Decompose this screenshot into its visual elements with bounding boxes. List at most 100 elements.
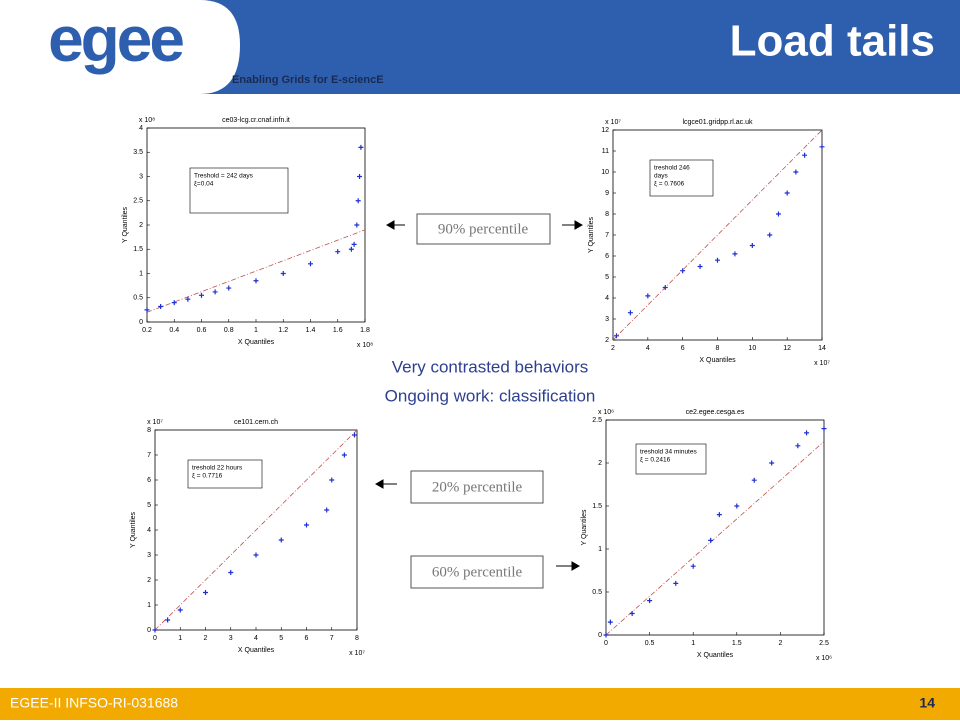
data-point (335, 249, 341, 255)
label-box (416, 213, 551, 245)
label: 20% percentile (432, 479, 523, 495)
data-point (645, 293, 651, 299)
y-tick-label: 1 (139, 270, 143, 277)
y-tick-label: 2 (605, 337, 609, 344)
y-tick-label: 2.5 (592, 417, 602, 424)
x-tick-label: 1.6 (333, 327, 343, 334)
plot-area (612, 129, 823, 341)
x-tick-label: 0 (153, 635, 157, 642)
data-point (253, 278, 259, 284)
footer-text: EGEE-II INFSO-RI-031688 (10, 695, 178, 711)
y-tick-label: 12 (601, 127, 609, 134)
data-point (329, 477, 335, 483)
annotation-box (635, 443, 707, 475)
data-point (152, 627, 158, 633)
x-tick-label: 12 (783, 345, 791, 352)
y-tick-label: 3 (605, 316, 609, 323)
y-tick-label: 2.5 (133, 198, 143, 205)
x-tick-label: 1.2 (278, 327, 288, 334)
data-point (662, 285, 668, 290)
data-point (226, 285, 232, 291)
chart-title: ce2.egee.cesga.es (686, 409, 745, 416)
data-point (819, 144, 825, 150)
x-scale: x 10⁷ (814, 360, 830, 367)
data-point (351, 432, 357, 438)
y-tick-label: 2 (598, 460, 602, 467)
arrow (374, 479, 397, 489)
label-box (410, 470, 544, 504)
data-point (784, 190, 790, 196)
y-tick-label: 5 (147, 502, 151, 509)
y-tick-label: 8 (605, 211, 609, 218)
data-point (278, 537, 284, 543)
annotation: Treshold = 242 days (194, 173, 254, 180)
data-point (354, 222, 360, 228)
x-tick-label: 8 (355, 635, 359, 642)
data-point (767, 232, 773, 238)
x-tick-label: 1 (254, 327, 258, 334)
x-tick-label: 14 (818, 345, 826, 352)
y-tick-label: 9 (605, 190, 609, 197)
y-tick-label: 0.5 (133, 295, 143, 302)
slide-title: Load tails (730, 17, 935, 66)
chart: ce03-lcg.cr.cnaf.infn.it X Quantiles Y Qua… (122, 117, 373, 349)
y-scale: x 10⁸ (139, 117, 155, 124)
data-point (357, 174, 363, 179)
data-point (304, 522, 309, 528)
x-tick-label: 8 (716, 345, 720, 352)
x-tick-label: 1 (178, 635, 182, 642)
x-tick-label: 2 (204, 635, 208, 642)
annotation: ξ = 0.7716 (192, 473, 223, 480)
subtitle: Enabling Grids for E-sciencE (232, 74, 384, 86)
data-point (751, 477, 757, 483)
x-tick-label: 3 (229, 635, 233, 642)
data-point (627, 310, 633, 316)
data-point (212, 289, 218, 295)
y-tick-label: 7 (605, 232, 609, 239)
reference-line (146, 229, 366, 313)
x-scale: x 10⁶ (816, 655, 832, 662)
y-tick-label: 0 (139, 319, 143, 326)
data-point (185, 296, 191, 302)
y-tick-label: 8 (147, 427, 151, 434)
data-point (253, 552, 259, 558)
y-scale: x 10⁶ (598, 409, 614, 416)
annotation-box (649, 159, 714, 197)
percentile-callouts: 90% percentile 20% percentile 60% percen… (374, 213, 584, 589)
data-point (341, 452, 347, 458)
y-tick-label: 0 (147, 627, 151, 634)
logo-area (0, 0, 240, 94)
data-point (804, 430, 810, 436)
chart-title: lcgce01.gridpp.rl.ac.uk (682, 119, 753, 126)
data-point (708, 537, 714, 543)
data-point (158, 303, 164, 309)
plot-area (146, 127, 366, 323)
x-tick-label: 5 (279, 635, 283, 642)
x-tick-label: 4 (254, 635, 258, 642)
y-tick-label: 7 (147, 452, 151, 459)
arrow (385, 220, 405, 230)
x-tick-label: 0.5 (645, 640, 655, 647)
y-scale: x 10⁷ (605, 119, 621, 126)
annotation: ξ = 0.2416 (640, 457, 671, 464)
y-tick-label: 2 (139, 222, 143, 229)
data-point (603, 632, 609, 638)
x-tick-label: 2 (778, 640, 782, 647)
data-point (613, 333, 619, 339)
y-tick-label: 4 (605, 295, 609, 302)
chart-title: ce101.cern.ch (234, 419, 278, 426)
chart: ce2.egee.cesga.es X Quantiles Y Quantiles x… (581, 409, 832, 662)
data-point (351, 241, 357, 247)
y-tick-label: 3 (139, 173, 143, 180)
data-point (177, 607, 183, 613)
arrow (556, 561, 581, 571)
x-tick-label: 10 (748, 345, 756, 352)
x-tick-label: 0.8 (224, 327, 234, 334)
y-tick-label: 1.5 (592, 503, 602, 510)
footer-band (0, 688, 960, 720)
y-tick-label: 6 (147, 477, 151, 484)
data-point (629, 611, 635, 616)
x-axis-label: X Quantiles (697, 652, 734, 659)
logo: egee (48, 3, 183, 75)
